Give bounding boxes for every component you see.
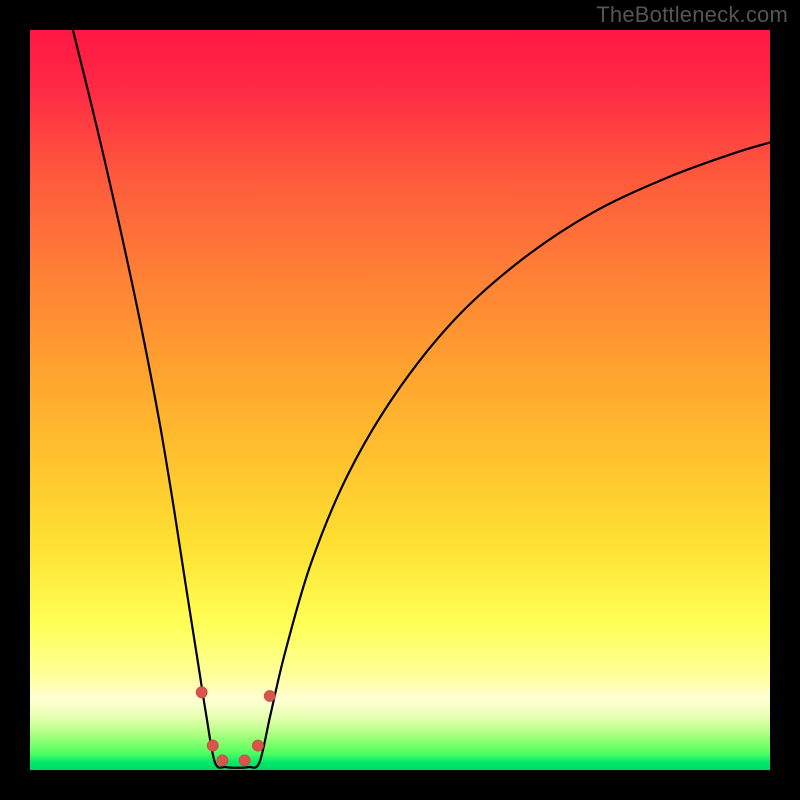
curve-marker	[217, 755, 228, 766]
curve-marker	[264, 691, 275, 702]
watermark-text: TheBottleneck.com	[596, 2, 788, 28]
curve-marker	[252, 740, 263, 751]
curve-marker	[207, 740, 218, 751]
chart-container: TheBottleneck.com	[0, 0, 800, 800]
plot-background	[30, 30, 770, 770]
bottleneck-plot	[0, 0, 800, 800]
curve-marker	[239, 755, 250, 766]
curve-marker	[196, 687, 207, 698]
